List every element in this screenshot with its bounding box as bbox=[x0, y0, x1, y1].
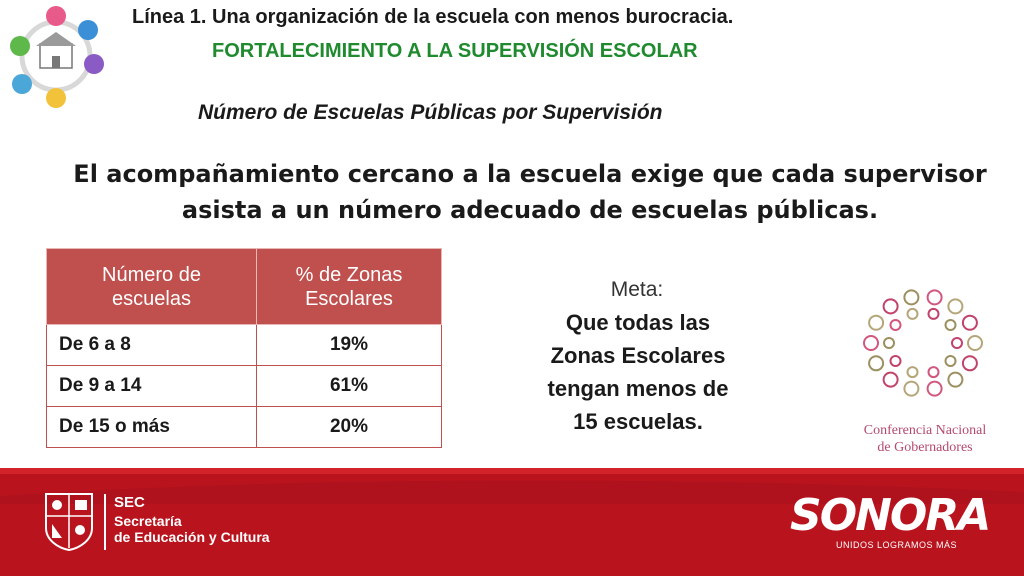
conago-line-1: Conferencia Nacional bbox=[863, 423, 987, 438]
row-percent: 20% bbox=[255, 406, 443, 448]
conago-swirl-icon bbox=[947, 371, 964, 388]
footer-wave-decoration bbox=[0, 480, 1024, 504]
conago-swirl-icon bbox=[882, 371, 899, 388]
goal-text: Que todas las Zonas Escolares tengan men… bbox=[502, 306, 774, 438]
table-header-row: Número de escuelas % de Zonas Escolares bbox=[46, 248, 443, 325]
conago-swirl-icon bbox=[927, 307, 940, 320]
sec-name: Secretaría de Educación y Cultura bbox=[114, 513, 294, 545]
line-title: Línea 1. Una organización de la escuela … bbox=[132, 6, 734, 28]
goal-line: tengan menos de bbox=[547, 376, 729, 401]
conago-swirl-icon bbox=[947, 298, 964, 315]
sec-abbreviation: SEC bbox=[114, 494, 145, 511]
header-percent-zones-line1: % de Zonas bbox=[295, 263, 403, 286]
conago-swirl-icon bbox=[883, 337, 895, 349]
sec-name-line-2: de Educación y Cultura bbox=[114, 529, 270, 545]
conago-swirl-icon bbox=[944, 355, 957, 367]
sonora-tagline: UNIDOS LOGRAMOS MÁS bbox=[836, 540, 958, 550]
table-row: De 15 o más 20% bbox=[46, 406, 443, 448]
conago-logo-text: Conferencia Nacional de Gobernadores bbox=[840, 422, 1010, 456]
header-percent-zones-line2: Escolares bbox=[305, 287, 393, 310]
conago-swirl-icon bbox=[882, 298, 899, 315]
footer-stripe bbox=[0, 468, 1024, 474]
sec-name-line-1: Secretaría bbox=[114, 513, 182, 529]
conago-swirl-icon bbox=[889, 355, 902, 367]
conago-swirl-icon bbox=[903, 289, 920, 306]
footer-divider bbox=[104, 494, 106, 550]
table-row: De 9 a 14 61% bbox=[46, 365, 443, 407]
goal-label: Meta: bbox=[610, 278, 664, 301]
schools-table: Número de escuelas % de Zonas Escolares … bbox=[46, 248, 443, 448]
intro-line-2: asista a un número adecuado de escuelas … bbox=[181, 196, 879, 224]
row-range: De 6 a 8 bbox=[46, 324, 257, 366]
conago-swirl-icon bbox=[906, 366, 919, 379]
goal-line: Zonas Escolares bbox=[550, 343, 726, 368]
subtitle: FORTALECIMIENTO A LA SUPERVISIÓN ESCOLAR bbox=[212, 40, 698, 62]
conago-swirl-icon bbox=[967, 335, 983, 351]
conago-line-2: de Gobernadores bbox=[877, 440, 973, 455]
intro-paragraph: El acompañamiento cercano a la escuela e… bbox=[40, 156, 1020, 228]
goal-line: Que todas las bbox=[565, 310, 711, 335]
header-num-schools: Número de escuelas bbox=[46, 248, 257, 325]
goal-line: 15 escuelas. bbox=[573, 409, 703, 434]
conago-swirl-icon bbox=[906, 307, 919, 320]
program-badge-icon bbox=[10, 6, 104, 108]
conago-swirl-icon bbox=[863, 335, 879, 351]
conago-swirl-icon bbox=[926, 380, 943, 397]
intro-line-1: El acompañamiento cercano a la escuela e… bbox=[73, 160, 987, 188]
row-percent: 19% bbox=[255, 324, 443, 366]
row-range: De 15 o más bbox=[46, 406, 257, 448]
conago-swirl-icon bbox=[903, 380, 920, 397]
header-num-schools-line2: escuelas bbox=[112, 287, 191, 310]
conago-swirl-icon bbox=[944, 319, 957, 331]
conago-swirl-icon bbox=[889, 319, 902, 331]
conago-swirl-icon bbox=[926, 289, 943, 306]
sonora-logo-text: SONORA bbox=[790, 490, 991, 541]
section-title: Número de Escuelas Públicas por Supervis… bbox=[198, 101, 663, 124]
sonora-shield-icon bbox=[45, 493, 93, 552]
header-num-schools-line1: Número de bbox=[102, 263, 201, 286]
conago-swirl-icon bbox=[868, 314, 885, 331]
conago-swirl-icon bbox=[961, 314, 978, 331]
conago-logo-icon bbox=[863, 289, 983, 397]
row-percent: 61% bbox=[255, 365, 443, 407]
header-percent-zones: % de Zonas Escolares bbox=[255, 248, 443, 325]
conago-swirl-icon bbox=[927, 366, 940, 379]
conago-swirl-icon bbox=[868, 355, 885, 372]
conago-swirl-icon bbox=[961, 355, 978, 372]
conago-swirl-icon bbox=[951, 337, 963, 349]
row-range: De 9 a 14 bbox=[46, 365, 257, 407]
table-row: De 6 a 8 19% bbox=[46, 324, 443, 366]
